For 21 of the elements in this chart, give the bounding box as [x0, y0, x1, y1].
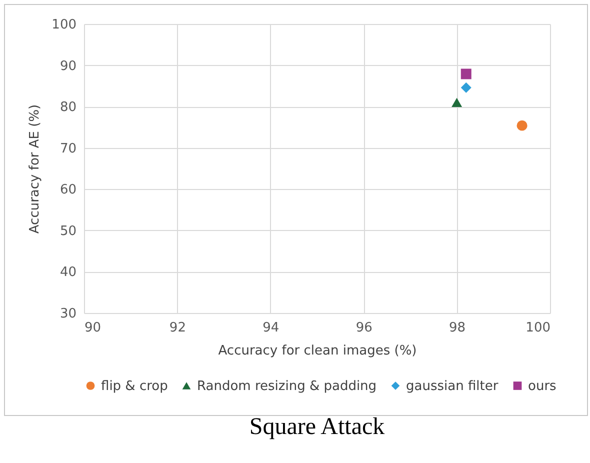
y-tick-label: 50: [60, 224, 76, 239]
y-tick-label: 30: [60, 306, 76, 322]
legend-label: Random resizing & padding: [197, 378, 377, 394]
text: Square Attack: [249, 414, 385, 440]
y-tick-label: 100: [52, 18, 76, 32]
y-axis-title: Accuracy for AE (%): [28, 104, 43, 234]
y-tick-label: 70: [60, 141, 76, 156]
legend-label: gaussian filter: [406, 378, 499, 394]
x-axis-title: Accuracy for clean images (%): [218, 344, 417, 358]
legend-label: ours: [528, 378, 557, 394]
y-tick-label: 80: [60, 100, 76, 116]
y-tick-label: 60: [60, 182, 76, 198]
x-tick-label: 90: [84, 320, 102, 336]
y-tick-label: 90: [60, 58, 76, 74]
x-tick-label: 92: [169, 320, 186, 336]
x-tick-label: 96: [356, 320, 372, 336]
x-tick-label: 94: [262, 320, 280, 336]
y-tick-label: 40: [60, 265, 76, 280]
x-tick-label: 98: [449, 320, 466, 336]
x-tick-label: 100: [526, 320, 550, 336]
legend-label: flip & crop: [101, 378, 168, 394]
